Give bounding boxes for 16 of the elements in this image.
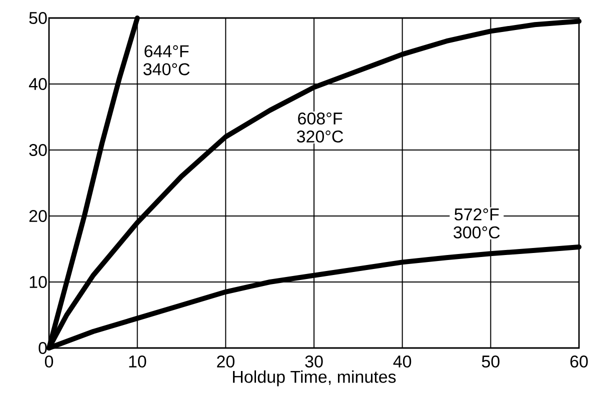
series-label: 572°F 300°C [454, 208, 500, 238]
x-tick-label: 20 [217, 356, 234, 368]
y-tick-label: 50 [29, 12, 47, 24]
series-label: 644°F 340°C [143, 45, 190, 76]
y-tick-label: 30 [29, 144, 47, 156]
x-tick-label: 10 [129, 356, 146, 368]
y-tick-label: 0 [38, 342, 47, 354]
x-axis-title: Holdup Time, minutes [233, 370, 396, 386]
x-tick-label: 50 [482, 356, 500, 368]
x-tick-label: 30 [305, 356, 323, 368]
x-tick-label: 40 [393, 356, 412, 368]
y-tick-label: 40 [28, 78, 47, 90]
series-label: 608°F 320°C [296, 112, 344, 143]
y-tick-label: 10 [30, 276, 47, 288]
y-tick-label: 20 [29, 210, 47, 222]
x-tick-label: 60 [570, 356, 588, 368]
